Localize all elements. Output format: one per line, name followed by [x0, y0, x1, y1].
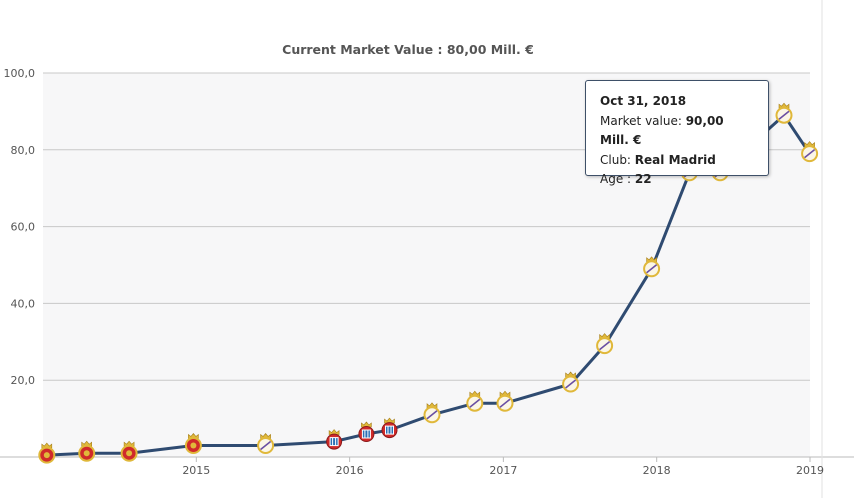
- tooltip-club-label: Club:: [600, 152, 635, 167]
- data-point[interactable]: [38, 442, 56, 464]
- x-tick-label: 2018: [643, 464, 671, 477]
- data-point[interactable]: [775, 102, 793, 124]
- tooltip-value-label: Market value:: [600, 113, 686, 128]
- tooltip-date: Oct 31, 2018: [600, 94, 687, 108]
- tooltip-club-row: Club: Real Madrid: [600, 151, 754, 171]
- data-point[interactable]: [496, 390, 514, 412]
- y-tick-label: 100,0: [4, 67, 36, 80]
- data-point[interactable]: [596, 333, 614, 355]
- y-axis: 20,0 40,0 60,0 80,0 100,0: [4, 67, 36, 387]
- data-point[interactable]: [423, 402, 441, 424]
- tooltip-club: Real Madrid: [634, 152, 716, 167]
- data-point[interactable]: [120, 440, 138, 462]
- data-point[interactable]: [562, 371, 580, 393]
- tooltip-age: 22: [634, 172, 652, 186]
- data-point[interactable]: [326, 429, 343, 450]
- tooltip-value-row: Market value: 90,00 Mill. €: [600, 112, 754, 151]
- tooltip: Oct 31, 2018 Market value: 90,00 Mill. €…: [585, 80, 769, 186]
- x-tick-label: 2016: [336, 464, 364, 477]
- data-point[interactable]: [643, 256, 661, 278]
- data-point[interactable]: [801, 141, 819, 163]
- data-point[interactable]: [184, 433, 202, 454]
- x-tick-label: 2019: [796, 464, 824, 477]
- tooltip-age-row: Age : 22: [600, 170, 754, 190]
- tooltip-value: 90,00 Mill. €: [600, 113, 724, 148]
- data-point[interactable]: [78, 440, 96, 462]
- data-point[interactable]: [466, 390, 484, 412]
- data-point[interactable]: [358, 421, 375, 442]
- y-tick-label: 80,0: [11, 144, 36, 157]
- x-tick-label: 2015: [182, 464, 210, 477]
- tooltip-age-label: Age :: [600, 172, 635, 186]
- chart-title: Current Market Value : 80,00 Mill. €: [282, 42, 534, 57]
- data-point[interactable]: [257, 433, 275, 454]
- y-tick-label: 20,0: [11, 374, 36, 387]
- data-point[interactable]: [381, 417, 398, 439]
- x-axis: 2015 2016 2017 2018 2019: [182, 457, 824, 477]
- y-tick-label: 60,0: [11, 221, 36, 234]
- x-tick-label: 2017: [489, 464, 517, 477]
- y-tick-label: 40,0: [11, 297, 36, 310]
